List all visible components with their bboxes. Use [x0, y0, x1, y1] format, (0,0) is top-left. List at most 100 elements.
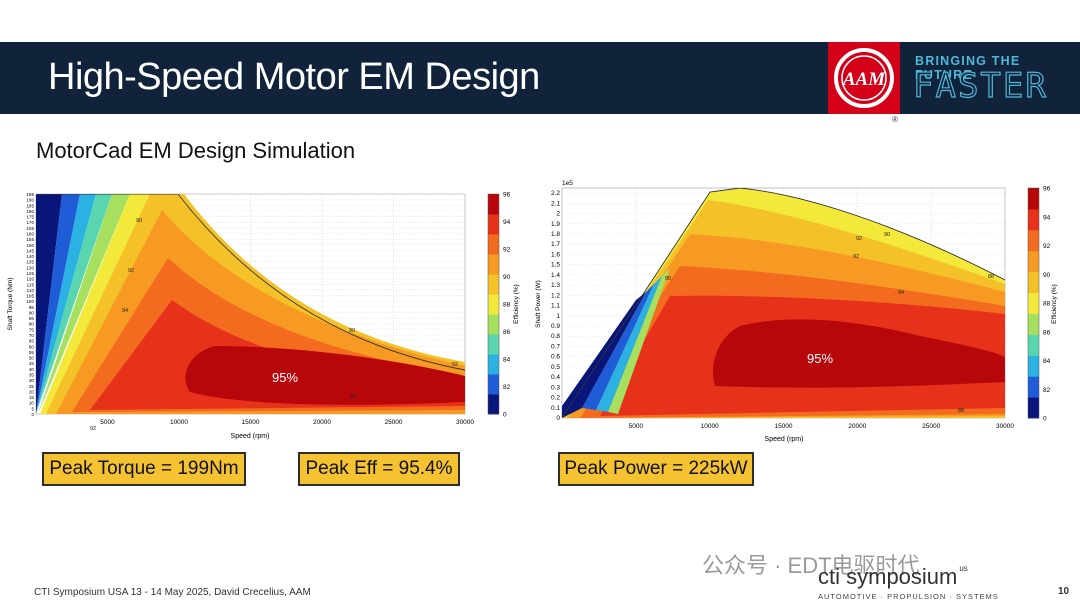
y-tick-label: 1.5 [551, 262, 560, 269]
y-tick-label: 175 [26, 215, 34, 220]
colorbar-tick-label: 94 [1043, 214, 1051, 221]
y-tick-label: 180 [26, 209, 34, 214]
x-axis-label: Speed (rpm) [231, 433, 270, 440]
y-tick-label: 45 [29, 361, 35, 366]
y-tick-label: 35 [29, 373, 35, 378]
y-tick-label: 0.7 [551, 343, 560, 350]
y-tick-label: 0.8 [551, 333, 560, 340]
y-axis-label: Shaft Torque (Nm) [7, 278, 14, 331]
x-tick-label: 10000 [701, 423, 719, 430]
y-tick-label: 1.9 [551, 221, 560, 228]
torque-envelope-line [36, 194, 465, 371]
colorbar-swatch [488, 334, 499, 355]
contour-labels: 90 92 94 90 92 92 94 [90, 218, 458, 432]
colorbar-swatch [1028, 188, 1039, 210]
x-tick-label: 25000 [922, 423, 940, 430]
y-tick-label: 155 [26, 237, 34, 242]
header-bar: High-Speed Motor EM Design AAM BRINGING … [0, 42, 1080, 114]
colorbar-swatch [1028, 313, 1039, 335]
colorbar-swatch [1028, 376, 1039, 398]
x-tick-label: 20000 [313, 419, 331, 426]
efficiency-contours [36, 194, 465, 414]
colorbar-swatch [1028, 397, 1039, 419]
contour-label: 88 [958, 408, 964, 414]
peak-annotation: 95% [807, 351, 833, 366]
contour-region-88 [38, 194, 130, 414]
y-tick-label: 0.6 [551, 354, 560, 361]
colorbar-tick-label: 88 [503, 302, 511, 309]
peak-torque-badge: Peak Torque = 199Nm [42, 452, 246, 486]
colorbar-frame [487, 193, 500, 415]
power-envelope-line [562, 188, 1005, 418]
contour-label: 92 [856, 236, 862, 242]
y-tick-label: 0.4 [551, 374, 560, 381]
contour-label: 90 [884, 232, 890, 238]
x-axis-label: Speed (rpm) [765, 436, 804, 443]
colorbar-tick-label: 90 [1043, 272, 1051, 279]
x-tick-label: 25000 [384, 419, 402, 426]
slide-title: High-Speed Motor EM Design [48, 56, 540, 98]
peak-annotation: 95% [272, 370, 298, 385]
y-tick-label: 15 [29, 395, 35, 400]
contour-label: 92 [90, 426, 96, 432]
colorbar-swatch [488, 354, 499, 375]
colorbar-tick-label: 82 [503, 384, 511, 391]
cti-logo-name: cti symposium [818, 564, 958, 589]
y-tick-label: 0.3 [551, 384, 560, 391]
logo-text: AAM [842, 69, 886, 90]
colorbar-tick-label: 92 [503, 247, 511, 254]
y-tick-label: 135 [26, 260, 34, 265]
colorbar-swatch [488, 214, 499, 235]
power-efficiency-map: 95% 1e5 5000 10000 15000 20000 25000 30000 00… [535, 180, 1058, 443]
y-tick-label: 1.3 [551, 282, 560, 289]
y-tick-label: 0.9 [551, 323, 560, 330]
colorbar-tick-label: 84 [503, 357, 511, 364]
colorbar-tick-label: 92 [1043, 243, 1051, 250]
y-tick-label: 75 [29, 327, 35, 332]
x-tick-label: 30000 [996, 423, 1014, 430]
x-tick-label: 15000 [774, 423, 792, 430]
y-tick-label: 1.7 [551, 241, 560, 248]
x-tick-labels: 5000 10000 15000 20000 25000 30000 [629, 423, 1015, 430]
tagline-bottom: FASTER [912, 65, 1048, 106]
y-tick-label: 0.1 [551, 405, 560, 412]
y-tick-label: 95 [29, 305, 35, 310]
y-tick-label: 170 [26, 220, 34, 225]
torque-efficiency-map: 95% 5000 10000 15000 20000 25000 30000 051015… [7, 192, 520, 441]
y-tick-label: 110 [27, 288, 35, 293]
y-tick-label: 55 [29, 350, 35, 355]
colorbar-swatch [488, 374, 499, 395]
colorbar-swatch [488, 294, 499, 315]
y-tick-label: 90 [29, 310, 35, 315]
colorbar-swatch [488, 194, 499, 215]
contour-labels: 90 92 92 90 88 94 88 [665, 232, 994, 414]
y-tick-label: 120 [26, 277, 34, 282]
contour-label: 92 [452, 362, 458, 368]
footer-text: CTI Symposium USA 13 - 14 May 2025, Davi… [34, 587, 311, 598]
contour-label: 90 [665, 276, 671, 282]
cti-logo: cti symposium us [818, 564, 968, 590]
y-tick-label: 2.2 [551, 190, 560, 197]
colorbar-tick-label: 0 [1043, 416, 1047, 423]
y-tick-label: 125 [26, 271, 34, 276]
y-tick-label: 1.2 [551, 292, 560, 299]
y-tick-label: 65 [29, 339, 35, 344]
y-tick-label: 10 [29, 401, 35, 406]
colorbar-swatch [1028, 355, 1039, 377]
y-tick-label: 25 [29, 384, 35, 389]
y-tick-label: 1.1 [551, 303, 560, 310]
contour-region-95 [185, 346, 465, 405]
colorbar-tick-label: 0 [503, 412, 507, 419]
colorbar-swatch [1028, 334, 1039, 356]
tagline-top: BRINGING THE FUTURE [915, 54, 1021, 82]
colorbar-tick-label: 96 [503, 192, 511, 199]
colorbar-tick-label: 82 [1043, 387, 1051, 394]
y-tick-label: 1.4 [551, 272, 560, 279]
cti-logo-subtitle: AUTOMOTIVE · PROPULSION · SYSTEMS [818, 592, 999, 601]
y-tick-label: 50 [29, 356, 35, 361]
section-subtitle: MotorCad EM Design Simulation [36, 138, 356, 163]
colorbar-swatch [1028, 250, 1039, 273]
y-tick-label: 2.1 [551, 200, 560, 207]
page-number: 10 [1058, 586, 1070, 597]
colorbar-swatch [488, 254, 499, 275]
